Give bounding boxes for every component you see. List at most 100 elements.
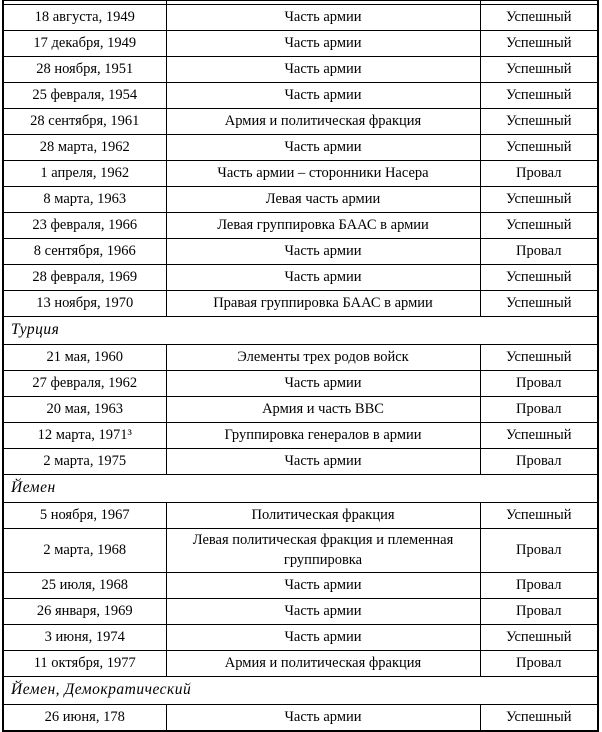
section-header-label: Турция — [2, 316, 599, 345]
description-cell: Часть армии — [165, 134, 481, 161]
table-row: 8 сентября, 1966 Часть армии Провал — [2, 238, 599, 265]
table-row: 20 мая, 1963 Армия и часть ВВС Провал — [2, 396, 599, 423]
result-cell: Провал — [479, 396, 599, 423]
description-cell: Часть армии — [165, 448, 481, 475]
table-row: 28 ноября, 1951 Часть армии Успешный — [2, 56, 599, 83]
date-cell: 25 февраля, 1954 — [2, 82, 167, 109]
description-cell: Армия и политическая фракция — [165, 108, 481, 135]
description-cell: Часть армии — [165, 4, 481, 31]
date-cell: 2 марта, 1975 — [2, 448, 167, 475]
date-cell: 26 января, 1969 — [2, 598, 167, 626]
description-cell: Часть армии — [165, 238, 481, 265]
table-row: 2 марта, 1975 Часть армии Провал — [2, 448, 599, 475]
table-row: 21 мая, 1960 Элементы трех родов войск Усп… — [2, 344, 599, 371]
description-cell: Часть армии — [165, 370, 481, 397]
date-cell: 20 мая, 1963 — [2, 396, 167, 423]
description-cell: Группировка генералов в армии — [165, 422, 481, 449]
table-row: 17 декабря, 1949 Часть армии Успешный — [2, 30, 599, 57]
date-cell: 25 июля, 1968 — [2, 572, 167, 600]
date-cell: 12 марта, 1971³ — [2, 422, 167, 449]
description-cell: Армия и часть ВВС — [165, 396, 481, 423]
table-row: 23 февраля, 1966 Левая группировка БААС в… — [2, 212, 599, 239]
date-cell: 2 марта, 1968 — [2, 527, 167, 574]
description-cell: Часть армии — [165, 82, 481, 109]
result-cell: Успешный — [479, 82, 599, 109]
date-cell: 27 февраля, 1962 — [2, 370, 167, 397]
description-cell: Часть армии — [165, 598, 481, 626]
result-cell: Успешный — [479, 134, 599, 161]
date-cell: 28 февраля, 1969 — [2, 264, 167, 291]
section-header-label: Йемен — [2, 474, 599, 503]
description-cell: Элементы трех родов войск — [165, 344, 481, 371]
result-cell: Провал — [479, 160, 599, 187]
date-cell: 17 декабря, 1949 — [2, 30, 167, 57]
result-cell: Провал — [479, 572, 599, 600]
date-cell: 28 сентября, 1961 — [2, 108, 167, 135]
result-cell: Провал — [479, 527, 599, 574]
date-cell: 13 ноября, 1970 — [2, 290, 167, 317]
table-row: 25 июля, 1968 Часть армии Провал — [2, 572, 599, 600]
result-cell: Провал — [479, 598, 599, 626]
date-cell: 1 апреля, 1962 — [2, 160, 167, 187]
table-row: 11 октября, 1977 Армия и политическая фра… — [2, 650, 599, 678]
description-cell: Часть армии — [165, 572, 481, 600]
result-cell: Провал — [479, 238, 599, 265]
date-cell: 18 августа, 1949 — [2, 4, 167, 31]
result-cell: Успешный — [479, 344, 599, 371]
section-header-row: Йемен, Демократический — [2, 676, 599, 706]
section-header-label: Йемен, Демократический — [2, 676, 599, 706]
date-cell: 8 сентября, 1966 — [2, 238, 167, 265]
result-cell: Успешный — [479, 4, 599, 31]
description-cell: Часть армии — [165, 264, 481, 291]
result-cell: Успешный — [479, 108, 599, 135]
table-row: 27 февраля, 1962 Часть армии Провал — [2, 370, 599, 397]
table-row: 28 сентября, 1961 Армия и политическая фр… — [2, 108, 599, 135]
date-cell: 23 февраля, 1966 — [2, 212, 167, 239]
description-cell: Политическая фракция — [165, 502, 481, 529]
date-cell: 3 июня, 1974 — [2, 624, 167, 652]
date-cell: 21 мая, 1960 — [2, 344, 167, 371]
result-cell: Успешный — [479, 30, 599, 57]
table-row: 1 апреля, 1962 Часть армии – сторонники Н… — [2, 160, 599, 187]
result-cell: Успешный — [479, 186, 599, 213]
table-row: 5 ноября, 1967 Политическая фракция Успешн… — [2, 502, 599, 529]
result-cell: Успешный — [479, 56, 599, 83]
result-cell: Успешный — [479, 264, 599, 291]
description-cell: Часть армии — [165, 704, 481, 732]
date-cell: 26 июня, 178 — [2, 704, 167, 732]
result-cell: Успешный — [479, 212, 599, 239]
table-row: 26 июня, 178 Часть армии Успешный — [2, 704, 599, 732]
date-cell: 28 марта, 1962 — [2, 134, 167, 161]
table-row: 2 марта, 1968 Левая политическая фракция … — [2, 527, 599, 574]
date-cell: 5 ноября, 1967 — [2, 502, 167, 529]
table-row: 28 февраля, 1969 Часть армии Успешный — [2, 264, 599, 291]
result-cell: Успешный — [479, 704, 599, 732]
date-cell: 8 марта, 1963 — [2, 186, 167, 213]
section-header-row: Йемен — [2, 474, 599, 503]
description-cell: Левая политическая фракция и племенная г… — [165, 527, 481, 574]
description-cell: Левая группировка БААС в армии — [165, 212, 481, 239]
result-cell: Провал — [479, 370, 599, 397]
table-row: 26 января, 1969 Часть армии Провал — [2, 598, 599, 626]
date-cell: 11 октября, 1977 — [2, 650, 167, 678]
description-cell: Часть армии — [165, 56, 481, 83]
description-cell: Часть армии – сторонники Насера — [165, 160, 481, 187]
description-cell: Армия и политическая фракция — [165, 650, 481, 678]
table-row: 28 марта, 1962 Часть армии Успешный — [2, 134, 599, 161]
result-cell: Успешный — [479, 624, 599, 652]
section-header-row: Турция — [2, 316, 599, 345]
result-cell: Успешный — [479, 290, 599, 317]
table-row: 3 июня, 1974 Часть армии Успешный — [2, 624, 599, 652]
result-cell: Успешный — [479, 502, 599, 529]
table-row: 25 февраля, 1954 Часть армии Успешный — [2, 82, 599, 109]
result-cell: Провал — [479, 448, 599, 475]
table-row: 13 ноября, 1970 Правая группировка БААС в… — [2, 290, 599, 317]
result-cell: Успешный — [479, 422, 599, 449]
description-cell: Правая группировка БААС в армии — [165, 290, 481, 317]
table-row: 12 марта, 1971³ Группировка генералов в а… — [2, 422, 599, 449]
date-cell: 28 ноября, 1951 — [2, 56, 167, 83]
table-row: 18 августа, 1949 Часть армии Успешный — [2, 4, 599, 31]
